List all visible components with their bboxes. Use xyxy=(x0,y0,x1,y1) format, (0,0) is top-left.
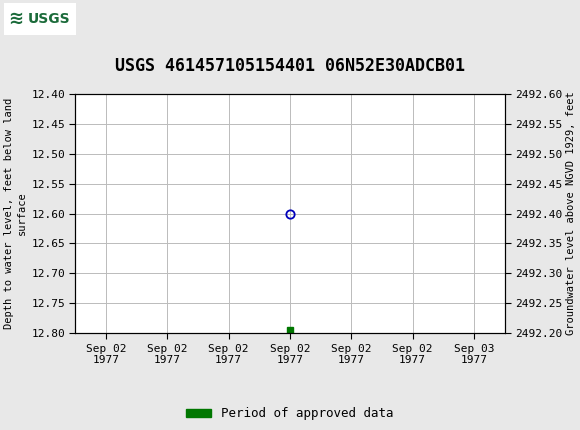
Text: USGS: USGS xyxy=(28,12,71,26)
Legend: Period of approved data: Period of approved data xyxy=(181,402,399,425)
Text: ≋: ≋ xyxy=(8,10,23,28)
Text: USGS 461457105154401 06N52E30ADCB01: USGS 461457105154401 06N52E30ADCB01 xyxy=(115,57,465,75)
Y-axis label: Groundwater level above NGVD 1929, feet: Groundwater level above NGVD 1929, feet xyxy=(567,92,577,335)
Y-axis label: Depth to water level, feet below land
surface: Depth to water level, feet below land su… xyxy=(4,98,27,329)
FancyBboxPatch shape xyxy=(4,3,76,35)
